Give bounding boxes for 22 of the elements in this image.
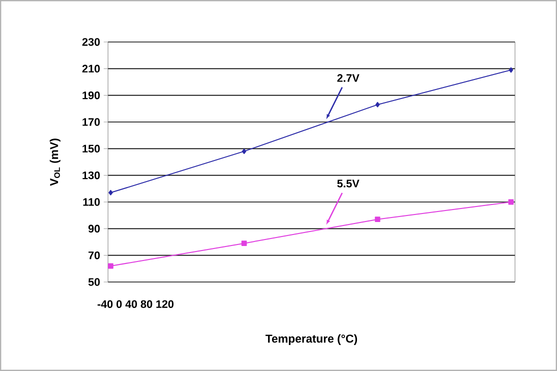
point: [508, 67, 514, 73]
point: [108, 263, 114, 269]
y-tick-label: 210: [82, 64, 100, 73]
y-axis-title: V$_{OL}$ (mV): [50, 138, 60, 186]
point: [374, 216, 380, 222]
point: [108, 190, 113, 196]
x-axis-title: Temperature (°C): [266, 334, 358, 345]
annotation: 5.5V: [337, 180, 360, 188]
y-tick-label: 130: [82, 171, 100, 180]
y-tick-label: 70: [88, 251, 100, 260]
point: [242, 148, 246, 154]
point: [241, 240, 247, 246]
y-tick-label: 190: [82, 91, 100, 100]
y-tick-label: 230: [82, 38, 100, 46]
point: [375, 102, 380, 108]
y-tick-label: 170: [82, 118, 100, 126]
annotation: 2.7V: [337, 74, 360, 82]
y-tick-label: 50: [88, 278, 100, 286]
y-tick-label: 150: [82, 144, 100, 153]
text: -40 0 40 80 120: [98, 300, 174, 308]
y-tick-label: 90: [88, 224, 100, 233]
y-tick-label: 110: [83, 198, 100, 206]
